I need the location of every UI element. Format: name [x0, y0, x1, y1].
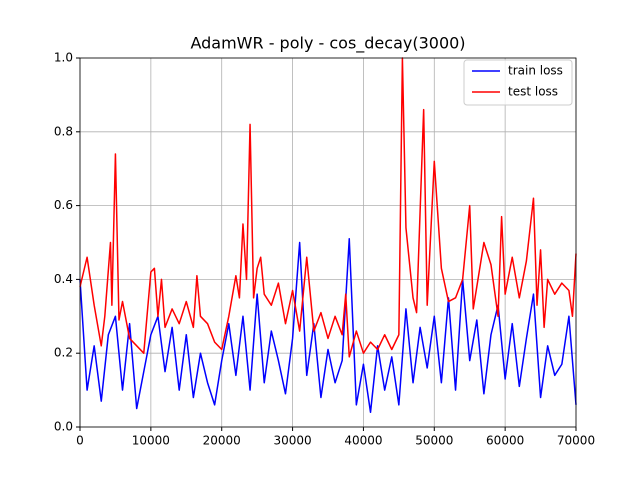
- x-tick-label: 60000: [486, 434, 524, 448]
- y-tick-label: 0.0: [54, 420, 73, 434]
- x-tick-label: 0: [76, 434, 84, 448]
- line-series: [79, 57, 577, 358]
- y-tick-label: 1.0: [54, 51, 73, 65]
- x-tick-label: 30000: [273, 434, 311, 448]
- y-tick-label: 0.4: [54, 272, 73, 286]
- x-tick-label: 40000: [344, 434, 382, 448]
- y-tick-label: 0.6: [54, 198, 73, 212]
- x-tick-label: 70000: [557, 434, 595, 448]
- axes-frame: [79, 57, 577, 428]
- line-series: [79, 238, 577, 413]
- y-tick-label: 0.8: [54, 124, 73, 138]
- y-tick-label: 0.2: [54, 346, 73, 360]
- x-tick-label: 10000: [132, 434, 170, 448]
- legend-label: test loss: [508, 85, 558, 99]
- legend-label: train loss: [508, 64, 563, 78]
- x-tick-label: 50000: [415, 434, 453, 448]
- x-tick-label: 20000: [203, 434, 241, 448]
- chart-title: AdamWR - poly - cos_decay(3000): [190, 34, 465, 54]
